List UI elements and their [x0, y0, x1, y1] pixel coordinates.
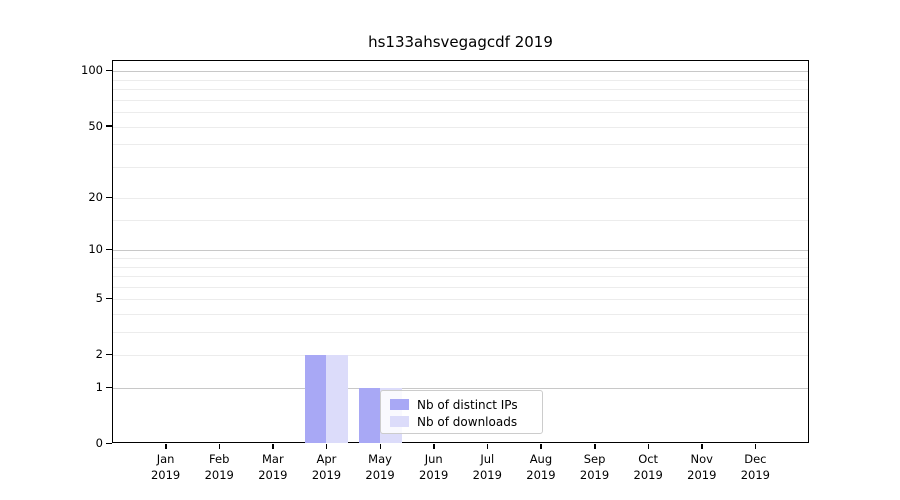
- y-tick: [106, 386, 112, 389]
- x-tick: [379, 444, 382, 449]
- x-tick-label-line: 2019: [419, 468, 449, 482]
- x-tick-label-line: Jul: [480, 452, 495, 466]
- y-gridline-minor: [113, 144, 808, 146]
- x-tick-label: Mar 2019: [238, 451, 308, 483]
- y-tick: [106, 353, 112, 356]
- y-gridline-minor: [113, 286, 808, 288]
- x-tick-label-line: 2019: [258, 468, 288, 482]
- bar-downloads-apr-2019: [326, 355, 348, 443]
- x-tick-label-line: 2019: [204, 468, 234, 482]
- x-tick-label: Apr 2019: [291, 451, 361, 483]
- x-tick: [272, 444, 274, 449]
- y-tick-label: 20: [88, 190, 103, 205]
- x-tick-label-line: Dec: [744, 452, 767, 466]
- bar-distinct-ips-apr-2019: [304, 355, 327, 443]
- legend-item-distinct-ips: Nb of distinct IPs: [390, 396, 535, 413]
- x-tick: [754, 444, 757, 449]
- x-tick-label-line: Apr: [316, 452, 337, 466]
- y-tick: [106, 297, 112, 300]
- y-gridline-major: [113, 388, 808, 390]
- y-tick-label: 1: [95, 380, 103, 395]
- chart-title: hs133ahsvegagcdf 2019: [368, 33, 553, 51]
- x-tick-label: Sep 2019: [560, 451, 630, 483]
- y-tick: [106, 69, 112, 72]
- x-tick-label-line: May: [368, 452, 392, 466]
- x-tick-label-line: Jun: [424, 452, 443, 466]
- x-tick-label-line: 2019: [365, 468, 395, 482]
- y-tick-label: 50: [88, 118, 103, 133]
- x-tick-label: Aug 2019: [506, 451, 576, 483]
- x-tick-label-line: Aug: [529, 452, 553, 466]
- x-tick-label-line: 2019: [579, 468, 610, 482]
- x-tick-label: Nov 2019: [667, 451, 737, 483]
- y-gridline-minor: [113, 112, 808, 114]
- x-tick: [325, 444, 328, 449]
- x-tick-label-line: 2019: [740, 468, 771, 482]
- y-tick: [106, 125, 112, 127]
- x-tick: [486, 444, 489, 449]
- x-tick-label-line: Sep: [583, 452, 606, 466]
- x-tick-label: Oct 2019: [613, 451, 683, 483]
- y-tick-label: 2: [95, 347, 103, 362]
- y-gridline-minor: [113, 332, 808, 334]
- y-tick-label: 0: [95, 436, 103, 450]
- x-tick-label-line: Oct: [638, 452, 659, 466]
- y-tick: [106, 196, 112, 199]
- x-tick: [433, 444, 435, 449]
- legend-label-distinct-ips: Nb of distinct IPs: [417, 397, 518, 412]
- y-gridline-minor: [113, 258, 808, 260]
- x-tick: [218, 444, 221, 449]
- y-tick-label: 10: [88, 242, 103, 257]
- x-tick-label-line: 2019: [150, 468, 181, 482]
- y-gridline-minor: [113, 99, 808, 101]
- y-gridline-minor: [113, 220, 808, 222]
- x-tick-label-line: 2019: [633, 468, 663, 482]
- x-tick-label-line: 2019: [526, 468, 556, 482]
- y-tick: [106, 248, 112, 251]
- legend-item-downloads: Nb of downloads: [390, 413, 535, 430]
- x-tick-label-line: Feb: [209, 452, 230, 466]
- y-gridline-minor: [113, 126, 808, 128]
- y-tick: [106, 442, 112, 444]
- legend-swatch-distinct-ips-icon: [390, 399, 409, 410]
- legend-label-downloads: Nb of downloads: [417, 414, 518, 429]
- x-tick-label: May 2019: [345, 451, 415, 483]
- x-tick-label-line: 2019: [311, 468, 342, 482]
- y-gridline-major: [113, 250, 808, 252]
- y-gridline-minor: [113, 266, 808, 268]
- x-tick-label: Jan 2019: [131, 451, 201, 483]
- x-tick-label: Feb 2019: [184, 451, 254, 483]
- x-tick: [701, 444, 703, 449]
- y-gridline-minor: [113, 276, 808, 278]
- x-tick-label: Jul 2019: [452, 451, 522, 483]
- x-tick: [540, 444, 542, 449]
- y-gridline-minor: [113, 314, 808, 316]
- x-tick-label-line: Nov: [690, 452, 713, 466]
- x-tick: [647, 444, 650, 449]
- y-gridline-minor: [113, 166, 808, 168]
- y-gridline-major: [113, 71, 808, 73]
- x-tick: [594, 444, 596, 449]
- plot-area: [112, 60, 809, 443]
- y-gridline-minor: [113, 79, 808, 81]
- y-gridline-minor: [113, 299, 808, 301]
- y-tick-label: 5: [95, 291, 103, 306]
- y-tick-label: 100: [81, 63, 103, 78]
- x-tick-label-line: 2019: [472, 468, 502, 482]
- x-tick-label-line: Jan: [156, 452, 175, 466]
- x-tick: [165, 444, 167, 449]
- y-gridline-minor: [113, 89, 808, 91]
- y-gridline-minor: [113, 198, 808, 200]
- legend: Nb of distinct IPs Nb of downloads: [380, 390, 543, 434]
- legend-swatch-downloads-icon: [390, 416, 409, 427]
- bar-distinct-ips-may-2019: [358, 388, 381, 443]
- x-tick-label-line: Mar: [261, 452, 284, 466]
- x-tick-label: Dec 2019: [720, 451, 790, 483]
- y-gridline-minor: [113, 355, 808, 357]
- x-tick-label: Jun 2019: [399, 451, 469, 483]
- x-tick-label-line: 2019: [687, 468, 717, 482]
